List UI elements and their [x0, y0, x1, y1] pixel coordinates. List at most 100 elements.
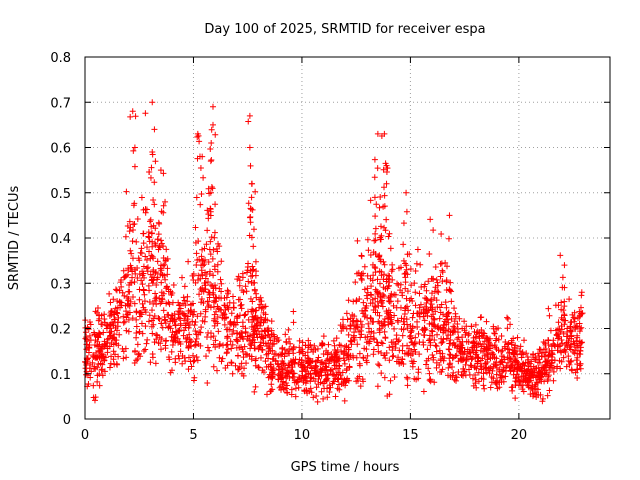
data-point [218, 288, 225, 295]
data-point [561, 347, 568, 354]
data-point [148, 323, 155, 330]
data-point [252, 355, 259, 362]
data-point [402, 285, 409, 292]
data-point [307, 385, 314, 392]
data-point [199, 246, 206, 253]
data-point [340, 321, 347, 328]
data-point [346, 363, 353, 370]
data-point [262, 316, 269, 323]
data-point [166, 356, 173, 363]
data-point [561, 346, 568, 353]
data-point [437, 309, 444, 316]
data-point [453, 377, 460, 384]
data-point [202, 313, 209, 320]
data-point [127, 298, 134, 305]
data-point [229, 370, 236, 377]
data-point [131, 348, 138, 355]
data-point [523, 367, 530, 374]
data-point [299, 348, 306, 355]
data-point [233, 336, 240, 343]
data-point [515, 382, 522, 389]
data-point [313, 384, 320, 391]
data-point [410, 341, 417, 348]
data-point [212, 201, 219, 208]
data-point [138, 320, 145, 327]
data-point [155, 315, 162, 322]
data-point [155, 219, 162, 226]
data-point [136, 328, 143, 335]
data-point [443, 335, 450, 342]
data-point [108, 308, 115, 315]
data-point [272, 357, 279, 364]
data-point [426, 370, 433, 377]
data-point [370, 330, 377, 337]
data-point [375, 302, 382, 309]
data-point [327, 368, 334, 375]
data-point [362, 334, 369, 341]
data-point [194, 257, 201, 264]
data-point [127, 279, 134, 286]
data-point [175, 352, 182, 359]
data-point [165, 311, 172, 318]
data-point [284, 389, 291, 396]
data-point [555, 319, 562, 326]
data-point [433, 276, 440, 283]
data-point [434, 288, 441, 295]
data-point [164, 265, 171, 272]
data-point [545, 376, 552, 383]
data-point [153, 336, 160, 343]
data-point [569, 367, 576, 374]
data-point [195, 132, 202, 139]
data-point [410, 358, 417, 365]
data-point [336, 341, 343, 348]
data-point [151, 312, 158, 319]
data-point [200, 288, 207, 295]
data-point [480, 382, 487, 389]
data-point [333, 335, 340, 342]
data-point [207, 208, 214, 215]
data-point [259, 347, 266, 354]
data-point [403, 262, 410, 269]
data-point [400, 241, 407, 248]
data-point [152, 270, 159, 277]
data-point [177, 341, 184, 348]
data-point [122, 233, 129, 240]
data-point [497, 361, 504, 368]
data-point [153, 301, 160, 308]
data-point [240, 354, 247, 361]
data-point [442, 299, 449, 306]
data-point [129, 274, 136, 281]
data-point [331, 372, 338, 379]
data-point [573, 366, 580, 373]
data-point [208, 126, 215, 133]
data-point [390, 352, 397, 359]
data-point [323, 364, 330, 371]
data-point [169, 299, 176, 306]
data-point [160, 243, 167, 250]
data-point [491, 330, 498, 337]
data-point [315, 375, 322, 382]
data-point [97, 360, 104, 367]
data-point [382, 355, 389, 362]
data-point [220, 310, 227, 317]
data-point [517, 343, 524, 350]
data-point [177, 315, 184, 322]
data-point [443, 286, 450, 293]
data-point [184, 316, 191, 323]
data-point [193, 261, 200, 268]
data-point [132, 113, 139, 120]
data-point [409, 363, 416, 370]
data-point [130, 202, 137, 209]
data-point [315, 354, 322, 361]
data-point [446, 355, 453, 362]
data-point [179, 274, 186, 281]
data-point [571, 350, 578, 357]
data-point [284, 382, 291, 389]
data-point [204, 379, 211, 386]
data-point [242, 283, 249, 290]
data-point [212, 298, 219, 305]
data-point [202, 275, 209, 282]
data-point [207, 251, 214, 258]
data-point [343, 367, 350, 374]
